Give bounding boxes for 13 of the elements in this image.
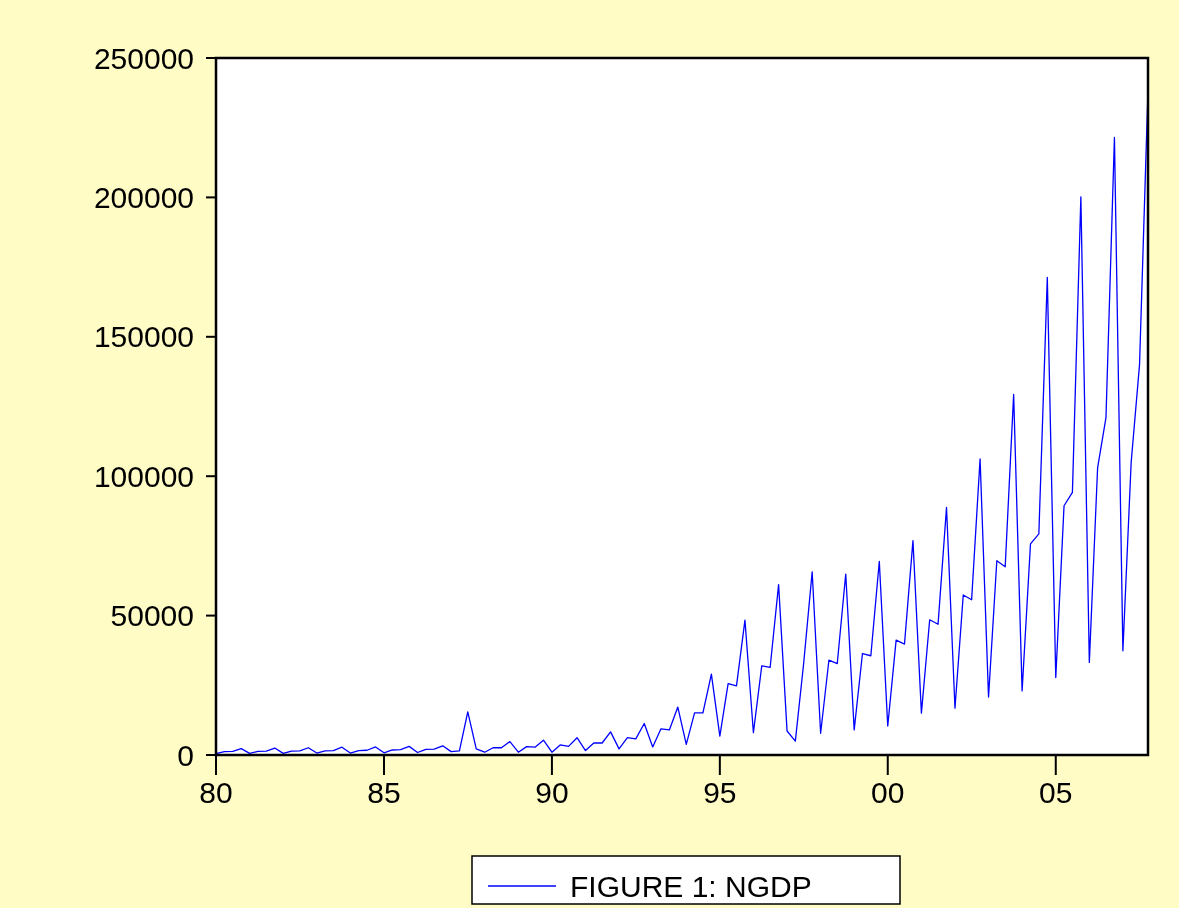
x-tick-label: 05: [1039, 776, 1073, 809]
y-tick-label: 150000: [93, 320, 194, 354]
y-tick-label: 250000: [93, 41, 194, 75]
y-tick-label: 50000: [110, 599, 194, 633]
x-tick-label: 95: [703, 776, 737, 809]
y-tick-label: 0: [177, 738, 194, 772]
y-tick-label: 200000: [93, 180, 194, 214]
y-tick-label: 100000: [93, 459, 194, 493]
x-tick-label: 90: [535, 776, 569, 809]
legend-label: FIGURE 1: NGDP: [570, 869, 812, 903]
x-tick-label: 85: [367, 776, 401, 809]
x-tick-label: 00: [871, 776, 905, 809]
x-tick-label: 80: [199, 776, 233, 809]
